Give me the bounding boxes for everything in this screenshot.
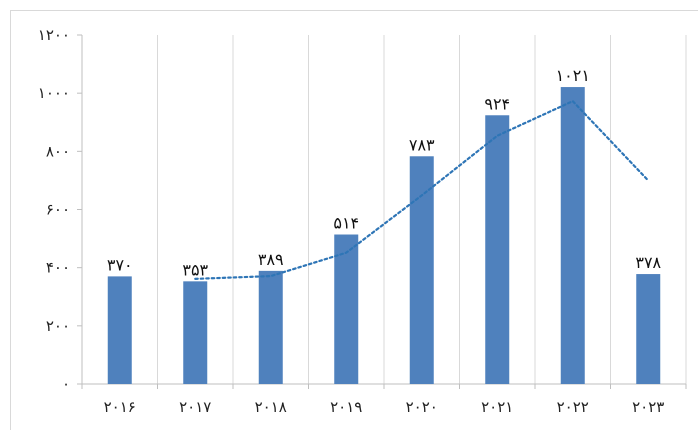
bar xyxy=(334,234,359,384)
x-tick-label: ۲۰۲۳ xyxy=(632,398,664,416)
x-tick-label: ۲۰۲۲ xyxy=(557,398,589,416)
data-label: ۹۲۴ xyxy=(484,94,510,113)
y-tick-label: ۴۰۰ xyxy=(46,259,70,277)
moving-average-line xyxy=(194,99,650,280)
x-tick-labels: ۲۰۱۶ ۲۰۱۷ ۲۰۱۸ ۲۰۱۹ ۲۰۲۰ ۲۰۲۱ ۲۰۲۲ ۲۰۲۳ xyxy=(104,398,665,416)
y-tick-label: ۸۰۰ xyxy=(46,142,70,160)
y-tick-label: ۱۲۰۰ xyxy=(38,26,70,44)
grid-lines xyxy=(81,35,687,384)
data-label: ۳۷۰ xyxy=(107,255,133,274)
x-tick-label: ۲۰۱۸ xyxy=(255,398,287,416)
data-label: ۱۰۲۱ xyxy=(556,66,590,85)
y-tick-label: ۰ xyxy=(62,375,70,393)
axes xyxy=(77,34,687,389)
x-tick-label: ۲۰۱۶ xyxy=(104,398,136,416)
data-labels: ۳۷۰ ۳۵۳ ۳۸۹ ۵۱۴ ۷۸۳ ۹۲۴ ۱۰۲۱ ۳۷۸ xyxy=(107,66,662,279)
y-tick-label: ۶۰۰ xyxy=(46,201,70,219)
y-tick-label: ۱۰۰۰ xyxy=(38,84,70,102)
data-label: ۳۷۸ xyxy=(635,253,661,272)
trendline xyxy=(194,99,650,280)
y-tick-labels: ۰ ۲۰۰ ۴۰۰ ۶۰۰ ۸۰۰ ۱۰۰۰ ۱۲۰۰ xyxy=(38,26,70,393)
data-label: ۳۸۹ xyxy=(258,250,284,269)
chart-border xyxy=(10,10,698,430)
data-label: ۷۸۳ xyxy=(409,135,435,154)
bar xyxy=(409,156,434,384)
bar xyxy=(183,281,208,384)
data-label: ۳۵۳ xyxy=(182,260,208,279)
bar xyxy=(107,276,132,384)
bar xyxy=(560,87,585,384)
y-tick-label: ۲۰۰ xyxy=(46,317,70,335)
bar xyxy=(485,115,510,385)
x-tick-label: ۲۰۲۱ xyxy=(481,398,513,416)
x-tick-label: ۲۰۲۰ xyxy=(406,398,438,416)
x-tick-label: ۲۰۱۷ xyxy=(179,398,211,416)
bar xyxy=(258,270,283,384)
data-label: ۵۱۴ xyxy=(333,214,359,233)
bar xyxy=(636,274,661,384)
x-tick-label: ۲۰۱۹ xyxy=(330,398,362,416)
